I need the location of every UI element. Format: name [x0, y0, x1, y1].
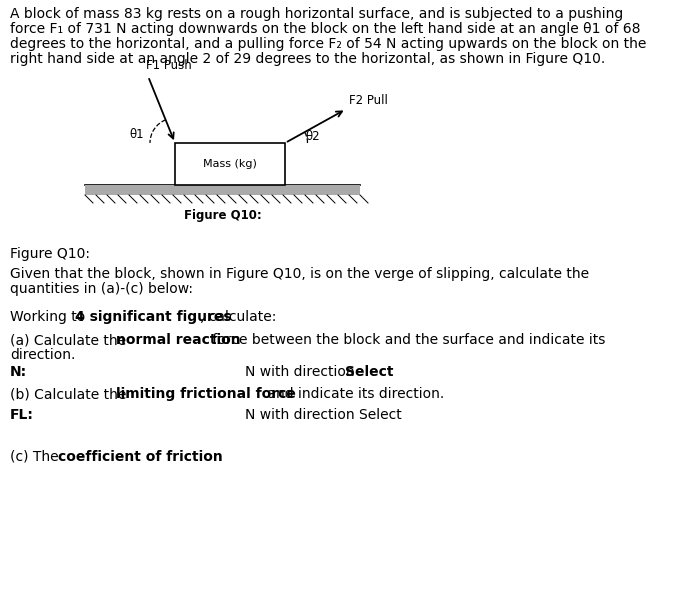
Text: N with direction Select: N with direction Select: [245, 408, 402, 422]
Text: coefficient of friction: coefficient of friction: [58, 450, 223, 464]
Text: Figure Q10:: Figure Q10:: [10, 247, 90, 261]
Text: (c) The: (c) The: [10, 450, 63, 464]
Text: normal reaction: normal reaction: [116, 333, 241, 347]
Text: right hand side at an angle 2 of 29 degrees to the horizontal, as shown in Figur: right hand side at an angle 2 of 29 degr…: [10, 52, 605, 66]
Text: force F₁ of 731 N acting downwards on the block on the left hand side at an angl: force F₁ of 731 N acting downwards on th…: [10, 22, 640, 36]
Text: Working to: Working to: [10, 310, 90, 324]
Text: degrees to the horizontal, and a pulling force F₂ of 54 N acting upwards on the : degrees to the horizontal, and a pulling…: [10, 37, 647, 51]
Text: (a) Calculate the: (a) Calculate the: [10, 333, 130, 347]
Text: 4 significant figures: 4 significant figures: [75, 310, 232, 324]
Text: and indicate its direction.: and indicate its direction.: [263, 387, 444, 401]
Text: force between the block and the surface and indicate its: force between the block and the surface …: [208, 333, 605, 347]
Text: Given that the block, shown in Figure Q10, is on the verge of slipping, calculat: Given that the block, shown in Figure Q1…: [10, 267, 589, 281]
Text: A block of mass 83 kg rests on a rough horizontal surface, and is subjected to a: A block of mass 83 kg rests on a rough h…: [10, 7, 623, 21]
Text: θ1: θ1: [130, 129, 144, 141]
Text: θ2: θ2: [306, 130, 320, 143]
Text: F2 Pull: F2 Pull: [349, 94, 388, 107]
Text: , calculate:: , calculate:: [200, 310, 277, 324]
Text: limiting frictional force: limiting frictional force: [116, 387, 296, 401]
Text: Select: Select: [345, 365, 393, 379]
Text: Mass (kg): Mass (kg): [203, 159, 257, 169]
Text: N:: N:: [10, 365, 27, 379]
Text: (b) Calculate the: (b) Calculate the: [10, 387, 130, 401]
Text: F1 Push: F1 Push: [146, 59, 192, 72]
Text: direction.: direction.: [10, 348, 75, 362]
Text: FL:: FL:: [10, 408, 34, 422]
Text: quantities in (a)-(c) below:: quantities in (a)-(c) below:: [10, 282, 193, 296]
Text: Figure Q10:: Figure Q10:: [184, 209, 262, 222]
Bar: [175, 143, 285, 185]
Text: N with direction: N with direction: [245, 365, 359, 379]
Bar: [85, 185, 360, 195]
